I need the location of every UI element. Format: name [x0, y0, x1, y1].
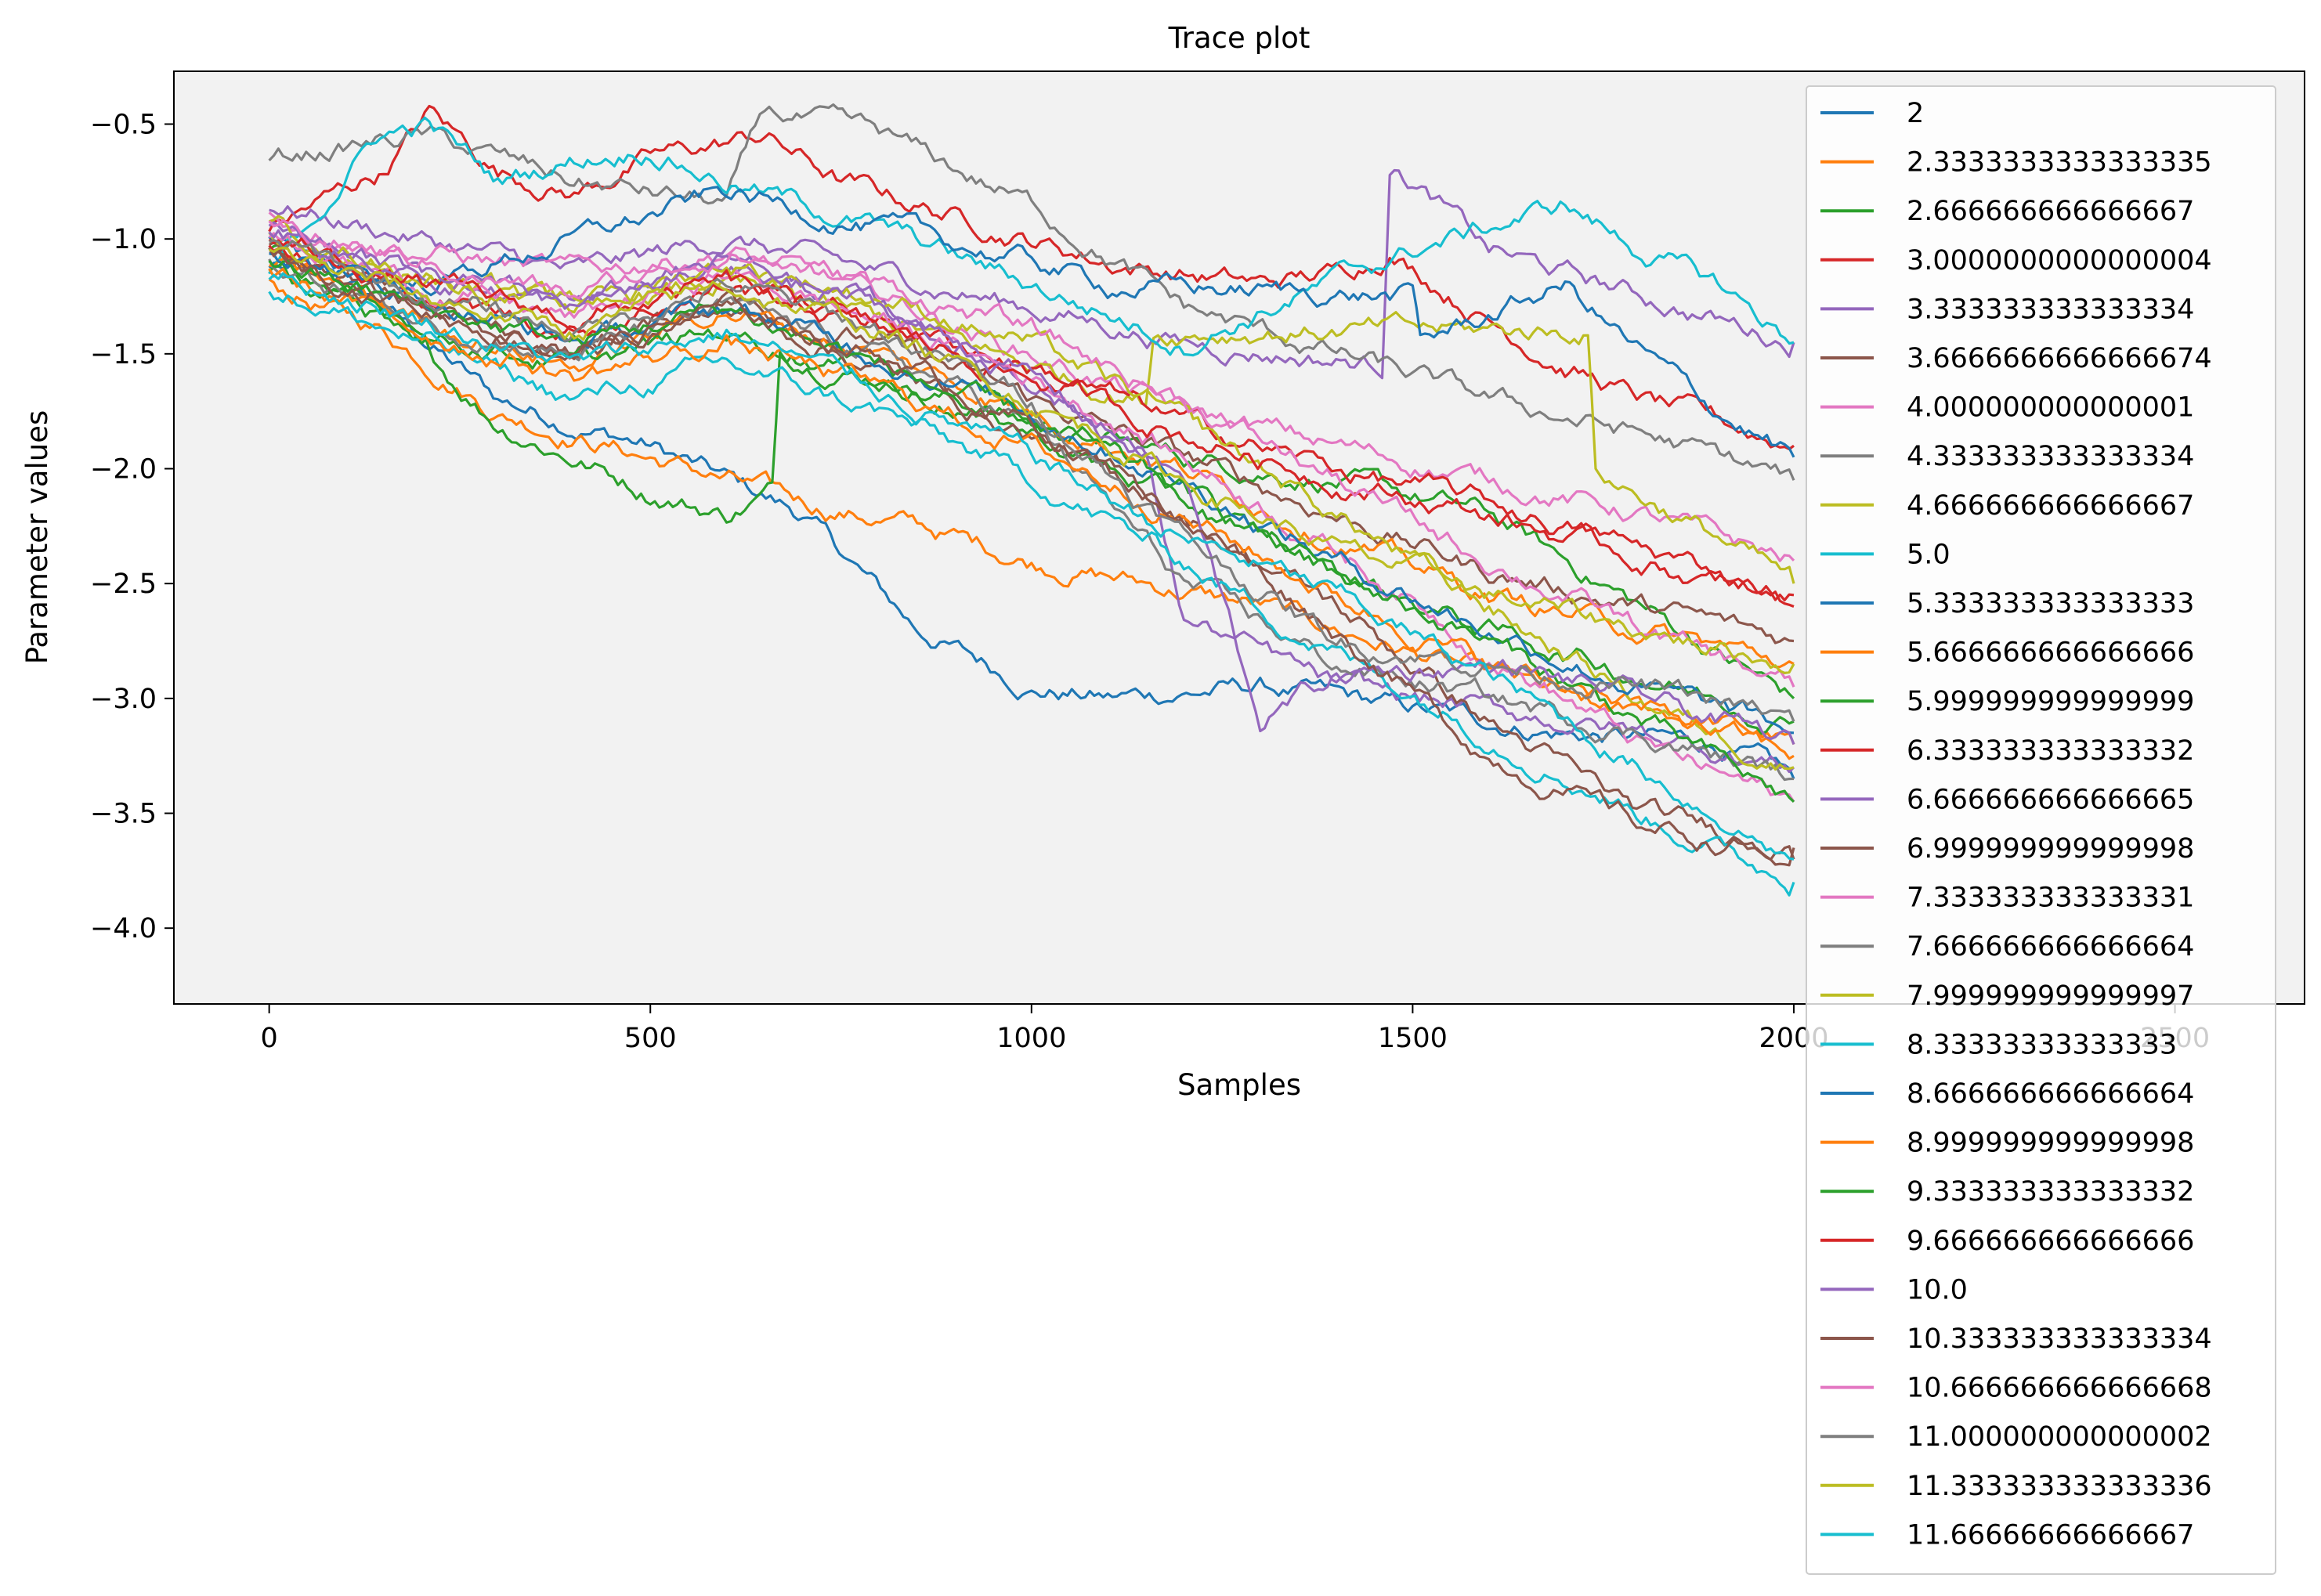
- y-tick-label: −0.5: [90, 109, 157, 140]
- legend-entry-label: 7.666666666666664: [1907, 931, 2194, 962]
- y-tick-label: −4.0: [90, 913, 157, 944]
- y-tick-label: −2.5: [90, 569, 157, 600]
- legend-entry-label: 3.6666666666666674: [1907, 343, 2212, 374]
- y-axis-label: Parameter values: [20, 410, 54, 665]
- legend-entry-label: 8.999999999999998: [1907, 1128, 2194, 1159]
- x-tick-label: 1500: [1378, 1023, 1448, 1054]
- y-tick-label: −1.0: [90, 224, 157, 255]
- y-tick-label: −3.0: [90, 684, 157, 715]
- legend-box: [1806, 85, 2276, 1575]
- y-tick-label: −2.0: [90, 453, 157, 485]
- legend-entry-label: 10.333333333333334: [1907, 1323, 2212, 1355]
- x-tick-label: 500: [624, 1023, 677, 1054]
- legend-entry-label: 10.0: [1907, 1274, 1968, 1305]
- legend: 2 2.3333333333333335 2.666666666666667 3.00…: [1806, 85, 2276, 1575]
- y-axis: −0.5 −1.0 −1.5 −2.0 −2.5 −3.0 −3.5 −4.0: [90, 109, 174, 944]
- legend-entry-label: 2: [1907, 98, 1924, 129]
- series-line-30: [268, 272, 1795, 861]
- series-line-3: [268, 244, 1795, 699]
- legend-entry-label: 4.666666666666667: [1907, 490, 2194, 522]
- legend-entry-label: 10.666666666666668: [1907, 1373, 2212, 1404]
- series-line-19: [269, 215, 1795, 771]
- legend-entry-label: 9.333333333333332: [1907, 1176, 2194, 1208]
- series-line-26: [268, 247, 1795, 861]
- y-tick-label: −3.5: [90, 799, 157, 830]
- series-line-10: [268, 116, 1795, 357]
- series-layer: [268, 103, 1795, 897]
- legend-entry-label: 11.333333333333336: [1907, 1471, 2212, 1502]
- series-line-12: [269, 254, 1795, 669]
- series-line-4: [268, 104, 1795, 451]
- series-line-1: [268, 236, 1795, 780]
- legend-entry-label: 11.66666666666667: [1907, 1519, 2194, 1551]
- legend-entry-label: 8.33333333333333: [1907, 1029, 2177, 1060]
- series-line-7: [268, 211, 1795, 562]
- series-line-25: [268, 229, 1795, 746]
- series-line-16: [269, 251, 1795, 867]
- legend-entry-label: 5.999999999999999: [1907, 686, 2194, 717]
- x-axis-label: Samples: [1177, 1068, 1301, 1102]
- legend-entry-label: 7.999999999999997: [1907, 980, 2194, 1012]
- series-line-8: [268, 103, 1795, 481]
- legend-entry-label: 11.000000000000002: [1907, 1421, 2212, 1453]
- series-line-22: [268, 267, 1795, 760]
- chart-title: Trace plot: [1168, 21, 1311, 55]
- legend-entry-label: 9.666666666666666: [1907, 1226, 2194, 1257]
- legend-entry-label: 6.999999999999998: [1907, 833, 2194, 865]
- legend-entry-label: 4.000000000000001: [1907, 392, 2194, 424]
- legend-entry-label: 5.0: [1907, 539, 1950, 570]
- x-tick-label: 0: [261, 1023, 278, 1054]
- legend-entry-label: 6.333333333333332: [1907, 735, 2194, 767]
- legend-entry-label: 2.666666666666667: [1907, 196, 2194, 227]
- series-line-28: [269, 239, 1795, 722]
- series-line-27: [268, 218, 1795, 688]
- series-line-29: [268, 246, 1795, 674]
- legend-entry-label: 5.666666666666666: [1907, 637, 2194, 669]
- legend-entry-label: 4.333333333333334: [1907, 441, 2194, 472]
- legend-entry-label: 3.333333333333334: [1907, 294, 2194, 325]
- series-line-21: [269, 252, 1795, 735]
- legend-entry-label: 3.0000000000000004: [1907, 245, 2212, 276]
- plot-frame: [173, 70, 2305, 1005]
- series-line-20: [268, 291, 1795, 897]
- x-tick-label: 1000: [996, 1023, 1066, 1054]
- y-tick-label: −1.5: [90, 339, 157, 370]
- legend-entry-label: 8.666666666666664: [1907, 1078, 2194, 1110]
- legend-entry-label: 2.3333333333333335: [1907, 147, 2212, 179]
- series-line-24: [268, 237, 1795, 608]
- legend-entry-label: 5.333333333333333: [1907, 588, 2194, 619]
- series-line-13: [268, 262, 1795, 735]
- legend-entry-label: 6.666666666666665: [1907, 784, 2194, 815]
- series-line-11: [268, 186, 1795, 458]
- legend-entry-label: 7.333333333333331: [1907, 883, 2194, 914]
